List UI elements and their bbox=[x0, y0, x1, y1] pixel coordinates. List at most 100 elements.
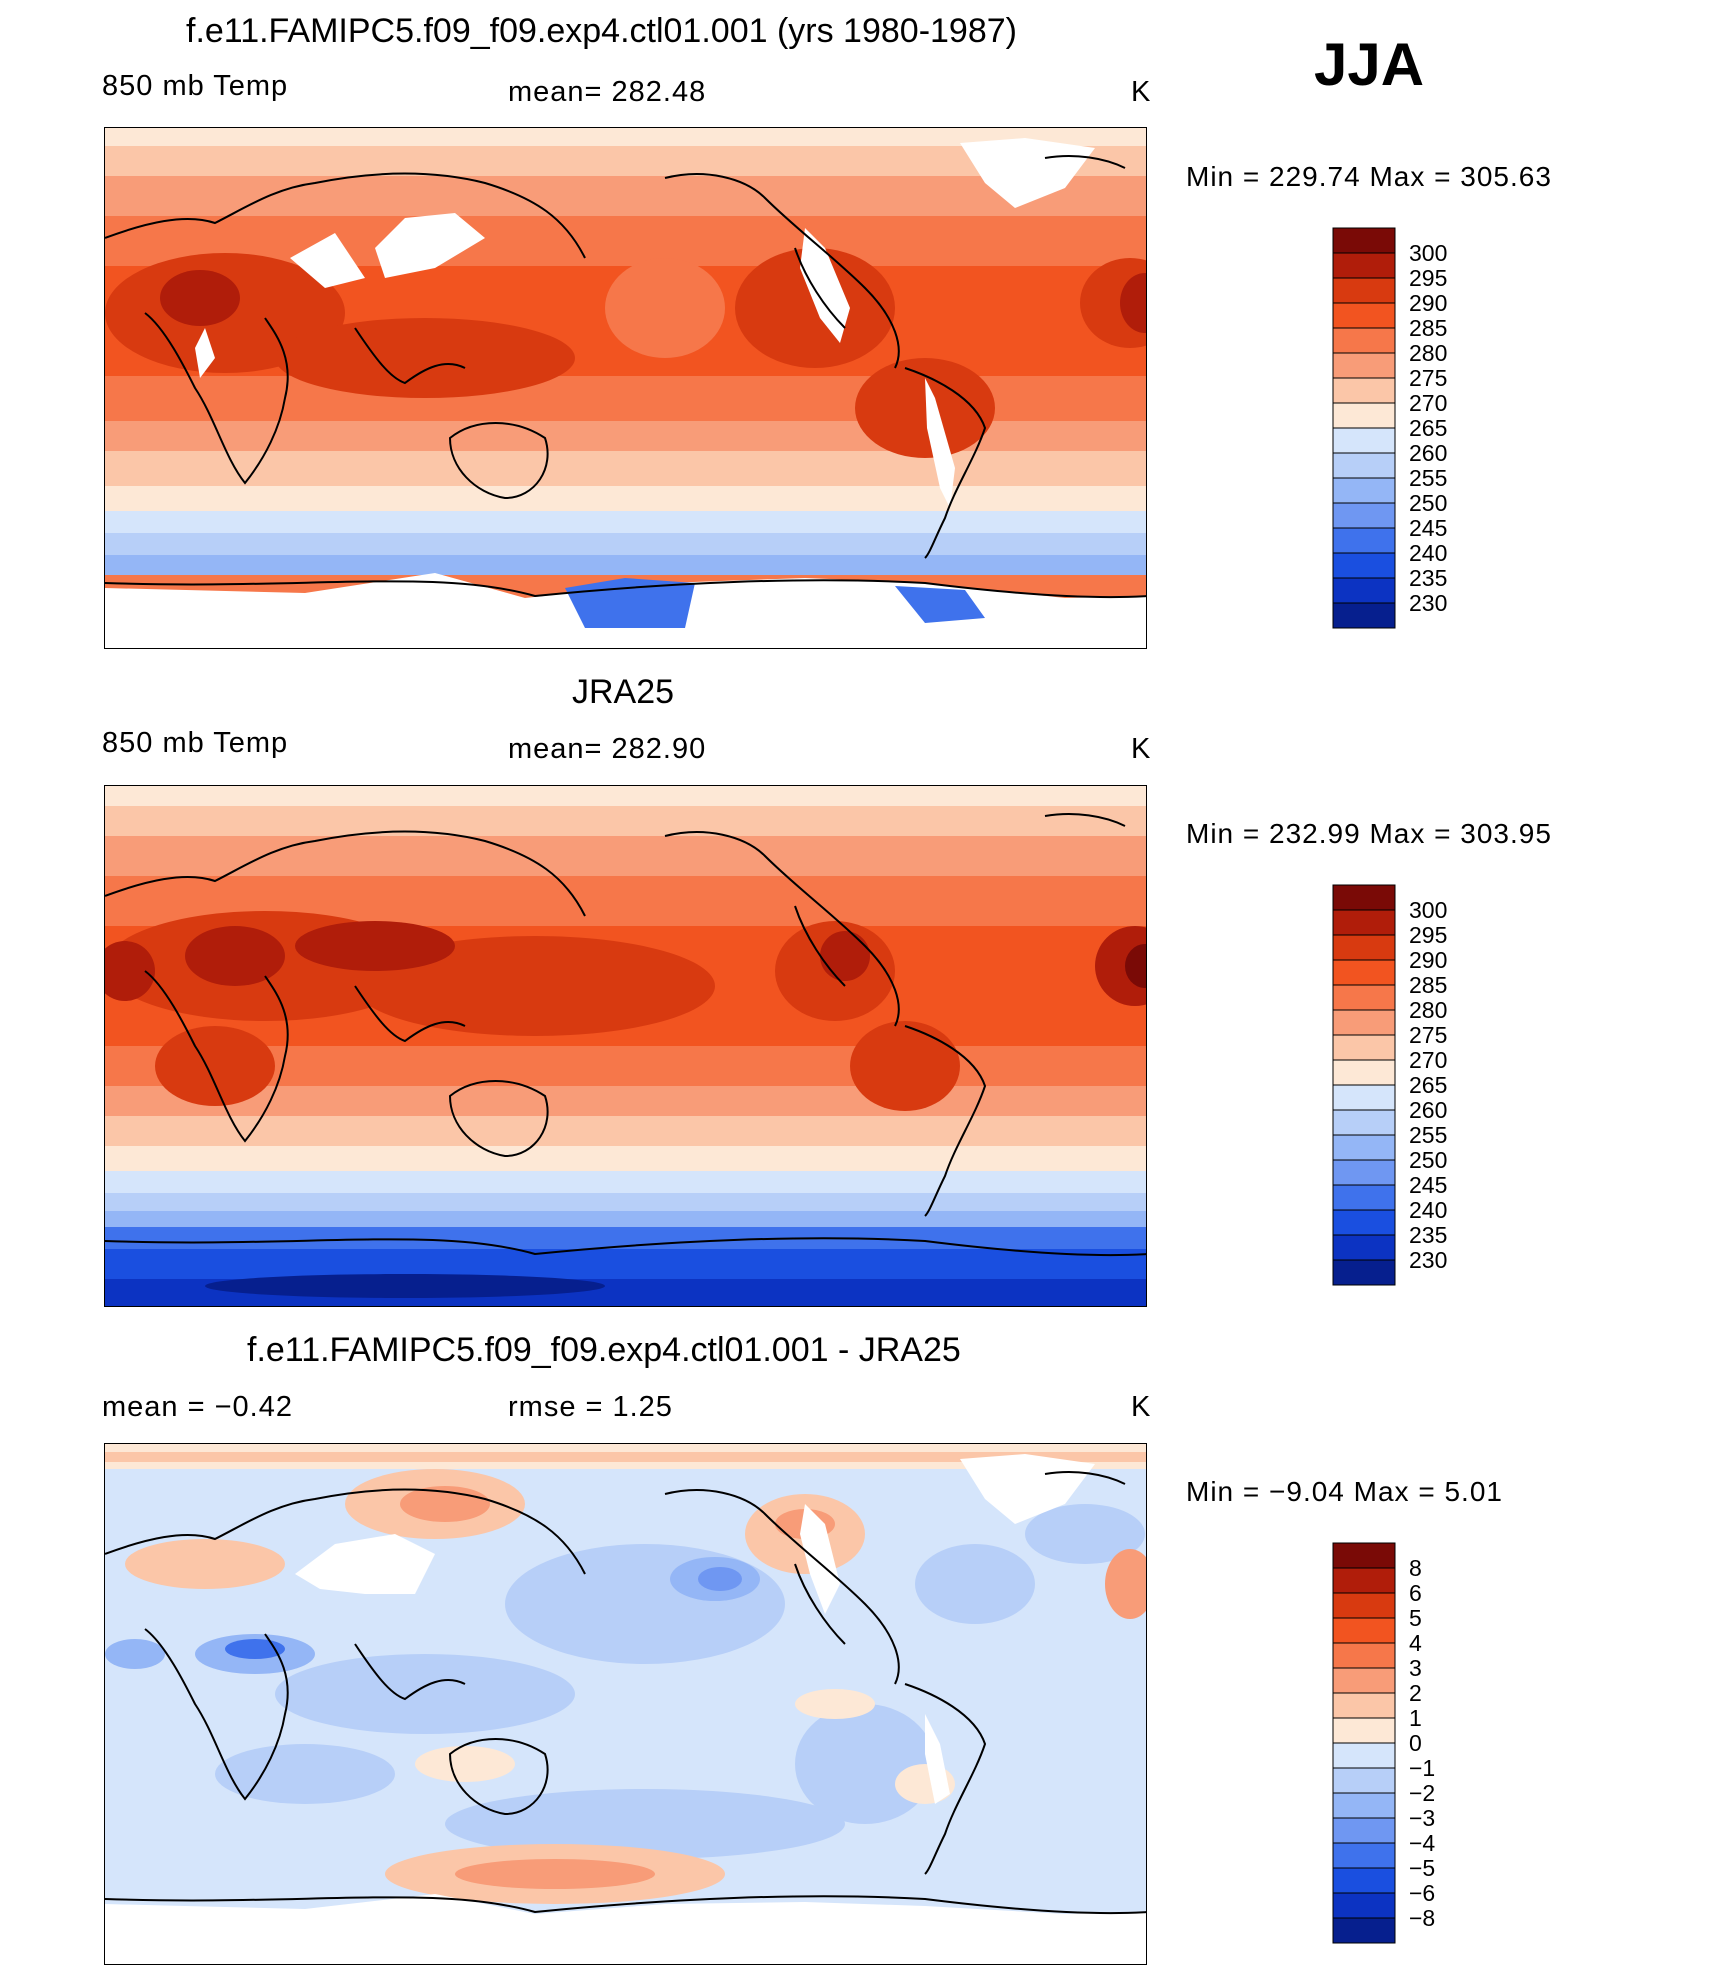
panel-1-mean-label: mean= 282.48 bbox=[508, 76, 707, 108]
colorbar-tick-label: 285 bbox=[1409, 315, 1447, 341]
colorbar-swatch bbox=[1332, 352, 1396, 379]
colorbar-swatch bbox=[1332, 1209, 1396, 1236]
colorbar-swatch bbox=[1332, 577, 1396, 604]
colorbar-tick-label: 265 bbox=[1409, 1072, 1447, 1098]
colorbar-tick-label: 280 bbox=[1409, 997, 1447, 1023]
colorbar-swatch bbox=[1332, 427, 1396, 454]
colorbar-tick-label: 2 bbox=[1409, 1680, 1422, 1706]
colorbar-tick-label: 260 bbox=[1409, 1097, 1447, 1123]
colorbar-swatch bbox=[1332, 552, 1396, 579]
colorbar-swatch bbox=[1332, 1592, 1396, 1619]
colorbar-swatch bbox=[1332, 602, 1396, 629]
colorbar-tick-label: 290 bbox=[1409, 290, 1447, 316]
colorbar-swatch bbox=[1332, 1617, 1396, 1644]
colorbar-tick-label: 230 bbox=[1409, 590, 1447, 616]
colorbar-tick-label: −3 bbox=[1409, 1805, 1435, 1831]
colorbar-swatch bbox=[1332, 327, 1396, 354]
colorbar-swatch bbox=[1332, 1817, 1396, 1844]
panel-3-rmse-label: rmse = 1.25 bbox=[508, 1391, 673, 1423]
colorbar-swatch bbox=[1332, 934, 1396, 961]
colorbar-tick-label: 290 bbox=[1409, 947, 1447, 973]
colorbar-swatch bbox=[1332, 1742, 1396, 1769]
colorbar-swatch bbox=[1332, 302, 1396, 329]
colorbar-swatch bbox=[1332, 1542, 1396, 1569]
colorbar-tick-label: 245 bbox=[1409, 515, 1447, 541]
colorbar-swatch bbox=[1332, 1034, 1396, 1061]
colorbar-swatch bbox=[1332, 959, 1396, 986]
colorbar-swatch bbox=[1332, 277, 1396, 304]
colorbar-tick-label: 300 bbox=[1409, 897, 1447, 923]
colorbar-swatch bbox=[1332, 477, 1396, 504]
colorbar-tick-label: −5 bbox=[1409, 1855, 1435, 1881]
colorbar-swatch bbox=[1332, 1567, 1396, 1594]
panel-1-units: K bbox=[1131, 76, 1152, 108]
colorbar-swatch bbox=[1332, 884, 1396, 911]
colorbar-tick-label: 6 bbox=[1409, 1580, 1422, 1606]
colorbar-tick-label: 285 bbox=[1409, 972, 1447, 998]
colorbar-tick-label: 300 bbox=[1409, 240, 1447, 266]
colorbar-swatch bbox=[1332, 402, 1396, 429]
colorbar-swatch bbox=[1332, 1134, 1396, 1161]
colorbar-tick-label: 275 bbox=[1409, 365, 1447, 391]
colorbar-tick-label: 275 bbox=[1409, 1022, 1447, 1048]
colorbar-swatch bbox=[1332, 1717, 1396, 1744]
panel-2-title: JRA25 bbox=[572, 673, 675, 711]
colorbar-swatch bbox=[1332, 527, 1396, 554]
colorbar-tick-label: 255 bbox=[1409, 1122, 1447, 1148]
colorbar-tick-label: −1 bbox=[1409, 1755, 1435, 1781]
colorbar-tick-label: 245 bbox=[1409, 1172, 1447, 1198]
colorbar-swatch bbox=[1332, 227, 1396, 254]
colorbar-swatch bbox=[1332, 1084, 1396, 1111]
colorbar-swatch bbox=[1332, 1059, 1396, 1086]
panel-1-map bbox=[104, 127, 1147, 649]
colorbar-tick-label: 1 bbox=[1409, 1705, 1422, 1731]
panel-3-title: f.e11.FAMIPC5.f09_f09.exp4.ctl01.001 - J… bbox=[247, 1331, 961, 1369]
colorbar-tick-label: 295 bbox=[1409, 265, 1447, 291]
colorbar-swatch bbox=[1332, 1642, 1396, 1669]
panel-2-units: K bbox=[1131, 733, 1152, 765]
colorbar-tick-label: 5 bbox=[1409, 1605, 1422, 1631]
colorbar-tick-label: 280 bbox=[1409, 340, 1447, 366]
colorbar-swatch bbox=[1332, 1184, 1396, 1211]
colorbar-tick-label: 255 bbox=[1409, 465, 1447, 491]
panel-3-colorbar: 8 6 5 4 3 2 1 0 −1 −2 −3 −4 −5 −6 −8 bbox=[1332, 1542, 1435, 1957]
colorbar-swatch bbox=[1332, 909, 1396, 936]
colorbar-tick-label: 270 bbox=[1409, 390, 1447, 416]
colorbar-tick-label: 240 bbox=[1409, 540, 1447, 566]
colorbar-tick-label: 260 bbox=[1409, 440, 1447, 466]
panel-2-minmax: Min = 232.99 Max = 303.95 bbox=[1186, 818, 1552, 849]
colorbar-swatch bbox=[1332, 1917, 1396, 1944]
colorbar-tick-label: 295 bbox=[1409, 922, 1447, 948]
colorbar-swatch bbox=[1332, 1009, 1396, 1036]
colorbar-tick-label: −6 bbox=[1409, 1880, 1435, 1906]
colorbar-tick-label: 235 bbox=[1409, 1222, 1447, 1248]
panel-1-colorbar: 300 295 290 285 280 275 270 265 260 255 250 245 240 2… bbox=[1332, 227, 1447, 642]
colorbar-swatch bbox=[1332, 452, 1396, 479]
colorbar-swatch bbox=[1332, 377, 1396, 404]
panel-1-title: f.e11.FAMIPC5.f09_f09.exp4.ctl01.001 (yr… bbox=[186, 12, 1017, 50]
season-label: JJA bbox=[1314, 31, 1425, 98]
colorbar-tick-label: −8 bbox=[1409, 1905, 1435, 1931]
panel-2-map bbox=[104, 785, 1147, 1307]
panel-2-colorbar: 300 295 290 285 280 275 270 265 260 255 250 245 240 2… bbox=[1332, 884, 1447, 1299]
colorbar-swatch bbox=[1332, 252, 1396, 279]
colorbar-swatch bbox=[1332, 1159, 1396, 1186]
panel-1-minmax: Min = 229.74 Max = 305.63 bbox=[1186, 161, 1552, 192]
colorbar-tick-label: 4 bbox=[1409, 1630, 1422, 1656]
panel-3-minmax: Min = −9.04 Max = 5.01 bbox=[1186, 1476, 1503, 1507]
colorbar-tick-label: 265 bbox=[1409, 415, 1447, 441]
colorbar-swatch bbox=[1332, 1692, 1396, 1719]
colorbar-swatch bbox=[1332, 1667, 1396, 1694]
colorbar-swatch bbox=[1332, 1792, 1396, 1819]
colorbar-tick-label: 270 bbox=[1409, 1047, 1447, 1073]
colorbar-swatch bbox=[1332, 502, 1396, 529]
colorbar-tick-label: −2 bbox=[1409, 1780, 1435, 1806]
colorbar-tick-label: 0 bbox=[1409, 1730, 1422, 1756]
colorbar-tick-label: 230 bbox=[1409, 1247, 1447, 1273]
panel-3-units: K bbox=[1131, 1391, 1152, 1423]
colorbar-swatch bbox=[1332, 1109, 1396, 1136]
colorbar-tick-label: 235 bbox=[1409, 565, 1447, 591]
colorbar-swatch bbox=[1332, 1767, 1396, 1794]
panel-3-mean-label: mean = −0.42 bbox=[102, 1391, 293, 1423]
panel-1-left-label: 850 mb Temp bbox=[102, 70, 289, 102]
